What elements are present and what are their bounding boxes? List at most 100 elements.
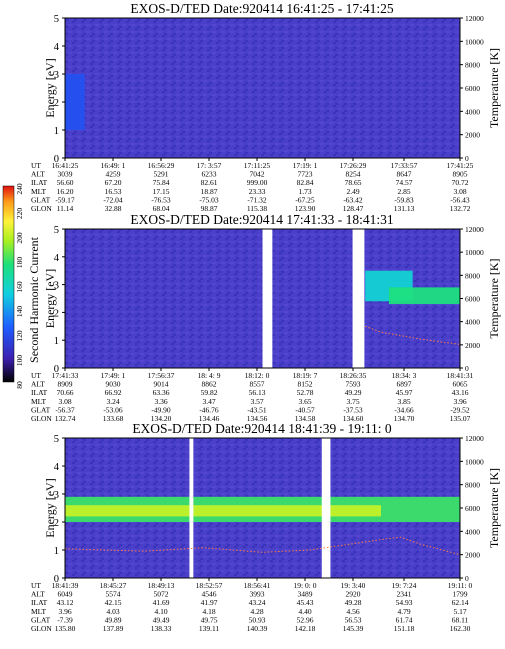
y2-tick-label: 12000 xyxy=(465,434,484,443)
table-cell: 137.89 xyxy=(103,624,124,633)
table-cell: 4.79 xyxy=(397,607,410,616)
table-cell: 3.08 xyxy=(453,187,466,196)
table-cell: 8254 xyxy=(346,170,361,179)
table-cell: 134.60 xyxy=(343,414,364,423)
table-cell: 4.18 xyxy=(202,607,215,616)
y-tick-label: 5 xyxy=(54,225,59,236)
table-cell: 45.43 xyxy=(297,598,314,607)
y2-tick-label: 4000 xyxy=(465,318,480,327)
table-row-label: UT xyxy=(31,371,41,380)
table-cell: 4259 xyxy=(106,170,121,179)
y-tick-label: 3 xyxy=(54,281,59,292)
y2-tick-label: 12000 xyxy=(465,225,484,234)
table-cell: -71.32 xyxy=(247,195,267,204)
table-cell: 7042 xyxy=(250,170,265,179)
y2-tick-label: 6000 xyxy=(465,84,480,93)
y-tick-label: 1 xyxy=(54,126,59,137)
y2-axis-label: Temperature [K] xyxy=(487,48,501,128)
panel-1: EXOS-D/TED Date:920414 16:41:25 - 17:41:… xyxy=(31,1,501,213)
table-cell: 18.87 xyxy=(201,187,218,196)
table-cell: -63.42 xyxy=(343,195,363,204)
table-cell: 1.73 xyxy=(298,187,311,196)
y2-tick-label: 2000 xyxy=(465,341,480,350)
table-cell: 11.14 xyxy=(57,204,74,213)
table-cell: 19: 3:40 xyxy=(341,581,366,590)
panels: EXOS-D/TED Date:920414 16:41:25 - 17:41:… xyxy=(31,1,501,633)
colorbar-tick-label: 240 xyxy=(15,183,24,195)
y-tick-label: 4 xyxy=(54,42,60,53)
table-cell: 3.96 xyxy=(453,397,466,406)
data-gap xyxy=(189,438,194,578)
table-cell: 17: 3:57 xyxy=(197,161,222,170)
table-cell: 3.75 xyxy=(346,397,359,406)
table-cell: 9014 xyxy=(154,380,169,389)
table-cell: 17:49: 1 xyxy=(101,371,126,380)
colorbar-tick-label: 100 xyxy=(15,355,24,367)
table-cell: 61.74 xyxy=(396,615,413,624)
table-cell: 138.33 xyxy=(151,624,172,633)
table-row-label: ALT xyxy=(31,170,45,179)
table-cell: -72.04 xyxy=(103,195,123,204)
table-cell: 3993 xyxy=(250,590,265,599)
table-cell: -67.25 xyxy=(295,195,315,204)
table-cell: 70.66 xyxy=(57,388,74,397)
panel-3: EXOS-D/TED Date:920414 18:41:39 - 19:11:… xyxy=(31,421,501,633)
table-cell: 16:41:25 xyxy=(52,161,79,170)
data-gap xyxy=(321,438,331,578)
colorbar-tick-label: 180 xyxy=(15,257,24,269)
table-cell: 3.65 xyxy=(298,397,311,406)
table-cell: 43.16 xyxy=(452,388,469,397)
panel-2: EXOS-D/TED Date:920414 17:41:33 - 18:41:… xyxy=(31,212,501,423)
table-cell: -46.76 xyxy=(199,405,219,414)
table-row-label: ILAT xyxy=(31,598,48,607)
table-cell: 7593 xyxy=(346,380,361,389)
table-cell: 123.90 xyxy=(295,204,316,213)
table-cell: 8862 xyxy=(202,380,217,389)
table-cell: 131.13 xyxy=(394,204,415,213)
y-tick-label: 2 xyxy=(54,98,59,109)
table-cell: 140.39 xyxy=(247,624,268,633)
table-cell: 8909 xyxy=(58,380,73,389)
y2-tick-label: 0 xyxy=(465,154,469,163)
table-cell: 4.56 xyxy=(346,607,359,616)
table-cell: 45.97 xyxy=(396,388,413,397)
table-cell: 18:41:31 xyxy=(447,371,474,380)
table-cell: 3.47 xyxy=(202,397,215,406)
table-cell: 32.88 xyxy=(105,204,122,213)
table-cell: 9030 xyxy=(106,380,121,389)
table-cell: 3039 xyxy=(58,170,73,179)
colorbar: 240 220 200 180 160 140 120 100 80 Second Harmon… xyxy=(2,183,41,389)
y-tick-label: 0 xyxy=(54,574,59,585)
y2-tick-label: 10000 xyxy=(465,457,484,466)
table-cell: 5574 xyxy=(106,590,121,599)
table-cell: 5.17 xyxy=(453,607,466,616)
table-cell: -53.06 xyxy=(103,405,123,414)
table-cell: -76.53 xyxy=(151,195,171,204)
table-cell: 18:34: 3 xyxy=(392,371,417,380)
table-cell: 41.69 xyxy=(153,598,170,607)
table-cell: 18:56:41 xyxy=(244,581,271,590)
table-cell: 6897 xyxy=(397,380,412,389)
table-row-label: GLON xyxy=(31,414,52,423)
table-cell: 8647 xyxy=(397,170,412,179)
table-cell: 8152 xyxy=(298,380,313,389)
table-cell: 18:26:35 xyxy=(340,371,367,380)
table-cell: 132.74 xyxy=(55,414,76,423)
table-cell: 16.20 xyxy=(57,187,74,196)
table-cell: 16:49: 1 xyxy=(101,161,126,170)
y-tick-label: 4 xyxy=(54,253,60,264)
table-cell: 98.87 xyxy=(201,204,218,213)
table-cell: 56.53 xyxy=(345,615,362,624)
y-axis-label: Energy [eV] xyxy=(43,269,57,328)
table-cell: 78.65 xyxy=(345,178,362,187)
y2-tick-label: 8000 xyxy=(465,61,480,70)
table-cell: 3.57 xyxy=(250,397,263,406)
table-cell: 41.97 xyxy=(201,598,218,607)
y2-tick-label: 2000 xyxy=(465,551,480,560)
table-cell: 17.15 xyxy=(153,187,170,196)
colorbar-tick-label: 140 xyxy=(15,306,24,318)
table-cell: 16:56:29 xyxy=(148,161,175,170)
table-cell: -59.83 xyxy=(394,195,414,204)
table-cell: 18:41:39 xyxy=(52,581,79,590)
